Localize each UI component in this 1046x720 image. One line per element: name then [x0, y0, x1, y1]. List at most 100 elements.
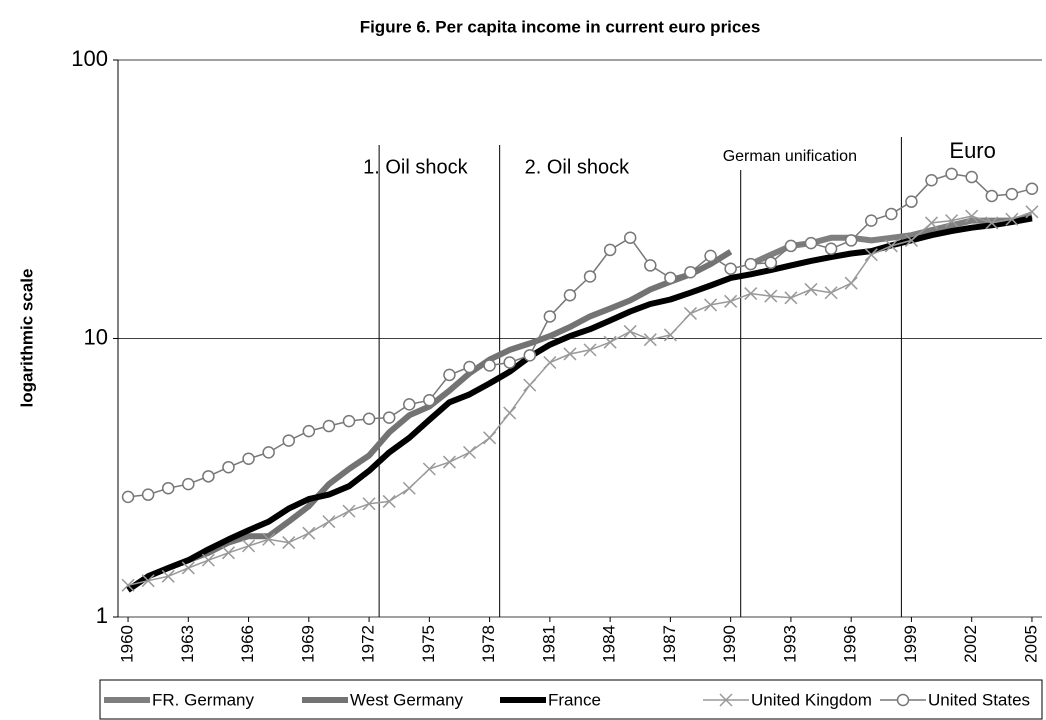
marker [161, 481, 175, 495]
marker [302, 424, 316, 438]
marker [623, 324, 637, 338]
marker [402, 481, 416, 495]
series-line [126, 215, 1033, 593]
legend-marker [896, 693, 910, 707]
marker [342, 414, 356, 428]
marker [403, 398, 416, 411]
legend-label: United Kingdom [751, 690, 872, 709]
marker [463, 360, 476, 374]
marker [121, 578, 135, 592]
annotation: German unification [723, 148, 857, 165]
marker [885, 207, 898, 221]
marker [945, 214, 959, 228]
marker [965, 209, 979, 223]
marker [362, 412, 376, 426]
marker [644, 259, 657, 272]
marker [724, 294, 738, 308]
marker [322, 419, 336, 433]
x-tick-label: 1999 [901, 625, 920, 663]
x-tick-label: 1969 [298, 625, 317, 663]
marker [583, 270, 597, 283]
marker [865, 214, 878, 227]
marker [282, 536, 296, 550]
marker [824, 242, 838, 256]
marker [945, 167, 958, 181]
annotation: 2. Oil shock [525, 156, 630, 178]
marker [503, 406, 517, 420]
x-tick-label: 1972 [359, 625, 378, 663]
marker [824, 286, 838, 300]
marker [282, 434, 295, 447]
marker [563, 288, 577, 302]
annotation: Euro [949, 138, 995, 163]
x-tick-label: 1975 [419, 625, 438, 663]
marker [221, 546, 236, 560]
marker [724, 262, 737, 276]
marker [985, 216, 999, 230]
marker [483, 431, 497, 445]
marker [523, 349, 537, 362]
marker [884, 239, 898, 253]
marker [663, 328, 677, 342]
marker [704, 249, 717, 263]
marker [121, 490, 135, 504]
marker [985, 189, 999, 203]
marker [1025, 182, 1039, 195]
marker [924, 216, 939, 230]
marker [242, 452, 255, 466]
legend-label: United States [928, 690, 1030, 709]
marker [342, 504, 356, 518]
marker [181, 561, 195, 575]
marker [764, 256, 778, 270]
y-tick-label: 10 [84, 324, 108, 349]
x-tick-label: 1960 [118, 625, 137, 663]
marker [684, 265, 697, 279]
marker [804, 236, 818, 250]
marker [483, 359, 496, 372]
x-tick-label: 1978 [479, 625, 498, 663]
marker [202, 470, 215, 483]
x-tick-label: 1993 [780, 625, 799, 663]
marker [322, 515, 336, 529]
x-tick-label: 1984 [600, 625, 619, 663]
marker [965, 170, 978, 184]
marker [904, 233, 918, 247]
marker [704, 298, 718, 312]
y-tick-label: 100 [71, 46, 108, 71]
x-tick-label: 1990 [720, 625, 739, 663]
y-axis-label: logarithmic scale [17, 269, 36, 408]
marker [643, 333, 657, 347]
marker [442, 455, 456, 469]
x-tick-label: 1996 [841, 625, 860, 663]
x-tick-label: 1963 [178, 625, 197, 663]
chart-title: Figure 6. Per capita income in current e… [360, 17, 761, 36]
marker [744, 287, 758, 301]
marker [844, 234, 858, 247]
legend-label: West Germany [350, 690, 464, 709]
marker [302, 526, 316, 540]
marker [603, 335, 617, 349]
marker [201, 553, 215, 567]
series [126, 215, 1033, 593]
marker [784, 291, 798, 305]
marker [583, 343, 597, 357]
marker [182, 477, 195, 491]
marker [382, 494, 396, 508]
marker [864, 248, 878, 262]
marker [141, 574, 155, 588]
annotation: 1. Oil shock [363, 156, 468, 178]
marker [1005, 212, 1019, 226]
marker [362, 497, 376, 511]
marker [222, 460, 235, 474]
legend-marker [719, 693, 733, 707]
x-tick-label: 2005 [1021, 625, 1040, 663]
marker [543, 355, 557, 370]
legend-label: FR. Germany [152, 690, 255, 709]
y-tick-label: 1 [96, 603, 108, 628]
marker [161, 569, 175, 583]
marker [563, 347, 577, 361]
series-line [127, 173, 1033, 498]
marker [1025, 205, 1039, 219]
marker [443, 368, 456, 382]
